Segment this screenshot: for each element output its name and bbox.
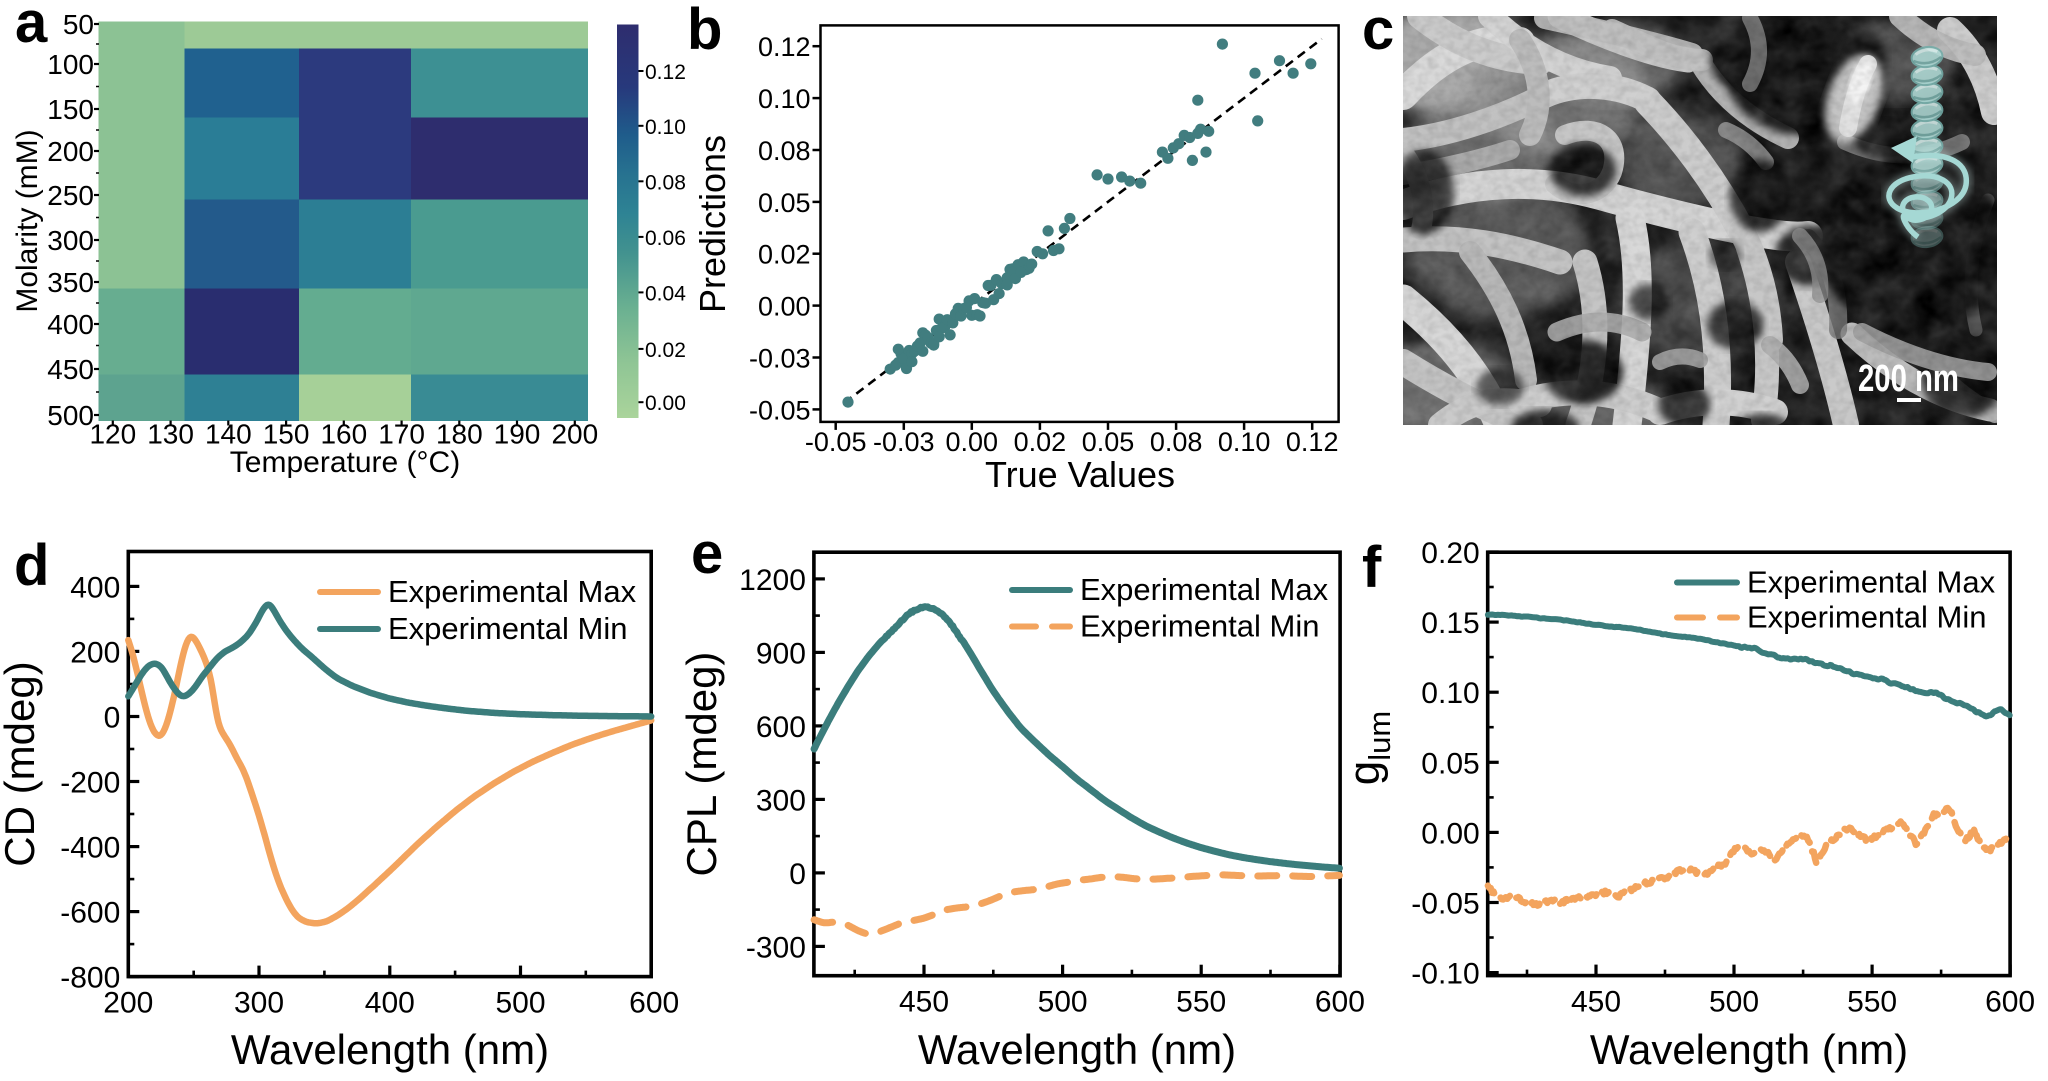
svg-text:Experimental Min: Experimental Min [1080,609,1319,644]
svg-text:-400: -400 [60,832,120,865]
svg-text:200: 200 [70,636,120,669]
svg-text:0.02: 0.02 [645,339,686,362]
svg-text:-0.05: -0.05 [805,427,867,457]
svg-text:0.12: 0.12 [645,61,686,84]
svg-text:600: 600 [756,711,806,744]
svg-text:500: 500 [1709,986,1759,1019]
svg-text:400: 400 [47,309,94,340]
svg-text:0: 0 [789,858,806,891]
svg-text:500: 500 [495,987,545,1020]
svg-text:600: 600 [1985,986,2035,1019]
svg-text:550: 550 [1176,986,1226,1019]
svg-text:1200: 1200 [739,564,806,597]
svg-text:50: 50 [63,9,94,40]
svg-text:150: 150 [47,94,94,125]
svg-text:160: 160 [320,419,367,450]
svg-text:b: b [687,0,722,62]
svg-text:0.08: 0.08 [645,171,686,194]
svg-text:0.05: 0.05 [1421,747,1479,780]
svg-text:c: c [1362,0,1394,62]
svg-text:Experimental Max: Experimental Max [1080,572,1329,607]
svg-text:Experimental Min: Experimental Min [1747,600,1986,635]
svg-text:200: 200 [47,136,94,167]
svg-text:0.12: 0.12 [1286,427,1339,457]
svg-text:Wavelength (nm): Wavelength (nm) [918,1026,1236,1073]
svg-text:0.00: 0.00 [758,292,811,322]
svg-text:550: 550 [1847,986,1897,1019]
svg-text:0.05: 0.05 [1082,427,1135,457]
svg-text:250: 250 [47,180,94,211]
svg-text:0.02: 0.02 [1014,427,1067,457]
svg-text:450: 450 [899,986,949,1019]
svg-text:400: 400 [365,987,415,1020]
svg-text:Wavelength (nm): Wavelength (nm) [1590,1026,1908,1073]
svg-text:-800: -800 [60,962,120,995]
svg-text:400: 400 [70,571,120,604]
svg-text:300: 300 [756,784,806,817]
svg-text:0.02: 0.02 [758,240,811,270]
svg-text:-600: -600 [60,897,120,930]
svg-text:130: 130 [147,419,194,450]
svg-text:Predictions: Predictions [692,135,733,313]
svg-text:0.00: 0.00 [645,392,686,415]
svg-text:Experimental Max: Experimental Max [388,574,637,609]
svg-text:True Values: True Values [985,454,1175,495]
svg-text:Experimental Max: Experimental Max [1747,565,1996,600]
svg-text:0.10: 0.10 [1421,677,1479,710]
svg-text:200: 200 [103,987,153,1020]
svg-text:350: 350 [47,267,94,298]
svg-text:CPL (mdeg): CPL (mdeg) [678,652,725,877]
svg-text:-0.03: -0.03 [749,344,811,374]
svg-text:-0.05: -0.05 [749,395,811,425]
svg-text:a: a [15,0,48,55]
svg-text:180: 180 [436,419,483,450]
svg-text:120: 120 [89,419,136,450]
svg-text:200: 200 [551,419,598,450]
svg-text:150: 150 [263,419,310,450]
svg-text:500: 500 [1038,986,1088,1019]
svg-text:0.10: 0.10 [758,84,811,114]
svg-text:Wavelength (nm): Wavelength (nm) [231,1026,549,1073]
svg-text:170: 170 [378,419,425,450]
svg-text:140: 140 [205,419,252,450]
svg-text:600: 600 [629,987,679,1020]
svg-text:0.04: 0.04 [645,282,686,305]
svg-text:-300: -300 [746,931,806,964]
svg-text:f: f [1362,535,1382,600]
svg-text:600: 600 [1315,986,1365,1019]
svg-text:d: d [14,533,49,598]
svg-text:0.08: 0.08 [1150,427,1203,457]
svg-text:450: 450 [1571,986,1621,1019]
svg-text:0: 0 [104,702,121,735]
svg-text:-0.03: -0.03 [873,427,935,457]
svg-text:0.10: 0.10 [1218,427,1271,457]
svg-text:0.15: 0.15 [1421,607,1479,640]
svg-text:-0.05: -0.05 [1411,888,1479,921]
svg-text:500: 500 [47,400,94,431]
svg-text:CD (mdeg): CD (mdeg) [0,661,43,866]
svg-text:0.12: 0.12 [758,32,811,62]
svg-text:e: e [691,521,723,586]
svg-text:Experimental Min: Experimental Min [388,611,627,646]
svg-text:0.20: 0.20 [1421,537,1479,570]
svg-text:0.00: 0.00 [1421,817,1479,850]
svg-text:-0.10: -0.10 [1411,958,1479,991]
svg-text:Temperature (°C): Temperature (°C) [230,446,460,479]
svg-text:900: 900 [756,637,806,670]
svg-text:300: 300 [47,225,94,256]
svg-text:0.06: 0.06 [645,227,686,250]
svg-text:0.10: 0.10 [645,116,686,139]
svg-text:0.08: 0.08 [758,136,811,166]
svg-text:450: 450 [47,354,94,385]
svg-text:300: 300 [234,987,284,1020]
svg-text:200 nm: 200 nm [1858,358,1959,400]
svg-text:Molarity (mM): Molarity (mM) [11,129,44,312]
svg-text:100: 100 [47,49,94,80]
svg-text:0.05: 0.05 [758,188,811,218]
svg-text:0.00: 0.00 [946,427,999,457]
svg-text:-200: -200 [60,767,120,800]
svg-text:190: 190 [494,419,541,450]
